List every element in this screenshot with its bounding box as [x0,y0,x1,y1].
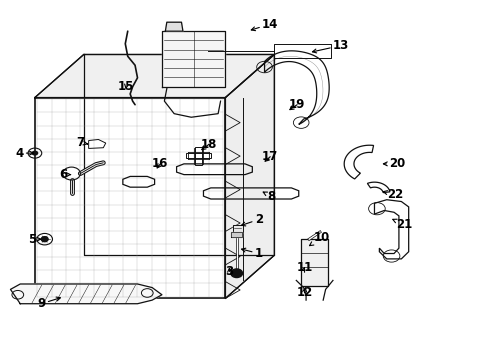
Circle shape [41,237,48,242]
Text: 17: 17 [262,150,278,163]
Text: 20: 20 [383,157,405,170]
Text: 14: 14 [251,18,278,31]
Polygon shape [10,284,162,304]
Text: 5: 5 [27,233,41,246]
Polygon shape [165,22,183,31]
Text: 6: 6 [59,168,71,181]
Text: 18: 18 [201,138,218,150]
Text: 4: 4 [15,147,33,159]
Text: 9: 9 [37,297,60,310]
Polygon shape [162,31,225,87]
Text: 16: 16 [152,157,169,170]
Polygon shape [225,54,274,298]
Text: 15: 15 [118,80,134,93]
Circle shape [231,269,243,278]
Text: 21: 21 [393,218,413,231]
Text: 11: 11 [296,261,313,274]
Text: 19: 19 [289,98,305,111]
Text: 22: 22 [383,188,403,201]
Text: 12: 12 [296,287,313,300]
Text: 10: 10 [310,231,330,246]
Text: 3: 3 [225,265,234,278]
Text: 13: 13 [313,39,349,53]
Text: 8: 8 [263,190,275,203]
Polygon shape [231,232,242,237]
Polygon shape [233,225,243,232]
Text: 1: 1 [242,247,263,260]
Text: 2: 2 [242,213,263,226]
Polygon shape [301,239,328,286]
Polygon shape [35,54,274,98]
Circle shape [31,150,38,156]
Text: 7: 7 [76,136,88,149]
